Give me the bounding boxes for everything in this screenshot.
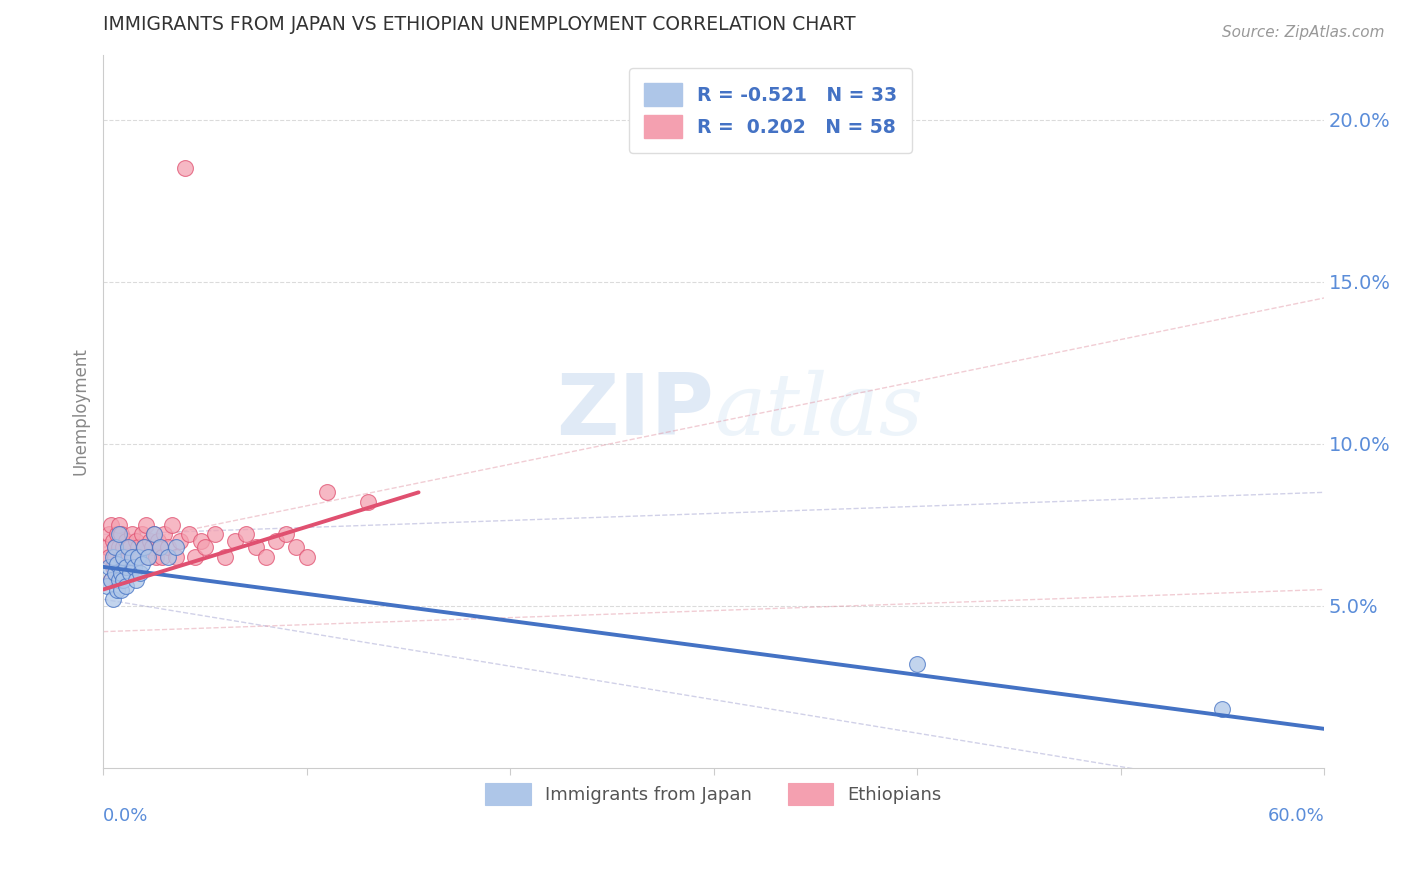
Point <box>139 533 162 548</box>
Point <box>146 533 169 548</box>
Point <box>136 550 159 565</box>
Point <box>122 550 145 565</box>
Point <box>121 527 143 541</box>
Point <box>235 527 257 541</box>
Point <box>245 541 267 555</box>
Point <box>141 541 163 555</box>
Point <box>1211 702 1233 716</box>
Point <box>108 517 131 532</box>
Point <box>96 541 118 555</box>
Point <box>114 579 136 593</box>
Point <box>103 533 125 548</box>
Point <box>136 550 159 565</box>
Point <box>264 533 287 548</box>
Point <box>112 541 135 555</box>
Point <box>214 550 236 565</box>
Point <box>143 527 166 541</box>
Point <box>127 541 149 555</box>
Point <box>165 541 187 555</box>
Point <box>122 559 145 574</box>
Point <box>114 533 136 548</box>
Text: ZIP: ZIP <box>555 370 714 453</box>
Text: 60.0%: 60.0% <box>1267 807 1324 825</box>
Point <box>190 533 212 548</box>
Point <box>108 573 131 587</box>
Point <box>128 550 150 565</box>
Point <box>103 550 125 565</box>
Point <box>135 517 157 532</box>
Point <box>114 559 136 574</box>
Point <box>131 527 153 541</box>
Point <box>905 657 928 671</box>
Point <box>118 541 141 555</box>
Text: atlas: atlas <box>714 370 922 452</box>
Point <box>132 541 155 555</box>
Point <box>131 557 153 571</box>
Text: Source: ZipAtlas.com: Source: ZipAtlas.com <box>1222 25 1385 40</box>
Point <box>100 573 122 587</box>
Point <box>104 541 127 555</box>
Point <box>157 550 180 565</box>
Point <box>149 541 172 555</box>
Point <box>105 527 128 541</box>
Point <box>100 517 122 532</box>
Point <box>224 533 246 548</box>
Point <box>128 566 150 581</box>
Point <box>177 527 200 541</box>
Point <box>105 557 128 571</box>
Point <box>149 541 172 555</box>
Point <box>165 550 187 565</box>
Point <box>110 550 132 565</box>
Point <box>285 541 308 555</box>
Point <box>104 566 127 581</box>
Point <box>112 559 135 574</box>
Point <box>153 527 176 541</box>
Text: 0.0%: 0.0% <box>103 807 149 825</box>
Point <box>110 582 132 597</box>
Point <box>145 550 167 565</box>
Y-axis label: Unemployment: Unemployment <box>72 347 89 475</box>
Point <box>121 550 143 565</box>
Point <box>98 559 121 574</box>
Point <box>169 533 191 548</box>
Point <box>103 592 125 607</box>
Point <box>104 550 127 565</box>
Point <box>173 161 195 176</box>
Point <box>125 533 148 548</box>
Point <box>117 541 139 555</box>
Point <box>108 541 131 555</box>
Point <box>254 550 277 565</box>
Point <box>183 550 205 565</box>
Point <box>357 495 380 509</box>
Point <box>104 541 127 555</box>
Point <box>112 573 135 587</box>
Point <box>103 559 125 574</box>
Point <box>125 573 148 587</box>
Point <box>108 527 131 541</box>
Legend: Immigrants from Japan, Ethiopians: Immigrants from Japan, Ethiopians <box>478 776 949 812</box>
Point <box>118 566 141 581</box>
Point <box>112 550 135 565</box>
Point <box>316 485 339 500</box>
Point <box>110 527 132 541</box>
Point <box>98 527 121 541</box>
Point <box>110 566 132 581</box>
Point <box>194 541 217 555</box>
Point <box>98 550 121 565</box>
Point <box>100 573 122 587</box>
Point <box>117 550 139 565</box>
Point <box>162 517 184 532</box>
Point <box>204 527 226 541</box>
Text: IMMIGRANTS FROM JAPAN VS ETHIOPIAN UNEMPLOYMENT CORRELATION CHART: IMMIGRANTS FROM JAPAN VS ETHIOPIAN UNEMP… <box>103 15 856 34</box>
Point <box>127 550 149 565</box>
Point <box>157 541 180 555</box>
Point <box>143 527 166 541</box>
Point <box>276 527 298 541</box>
Point <box>132 541 155 555</box>
Point <box>105 582 128 597</box>
Point <box>96 579 118 593</box>
Point <box>295 550 318 565</box>
Point <box>150 550 173 565</box>
Point <box>105 573 128 587</box>
